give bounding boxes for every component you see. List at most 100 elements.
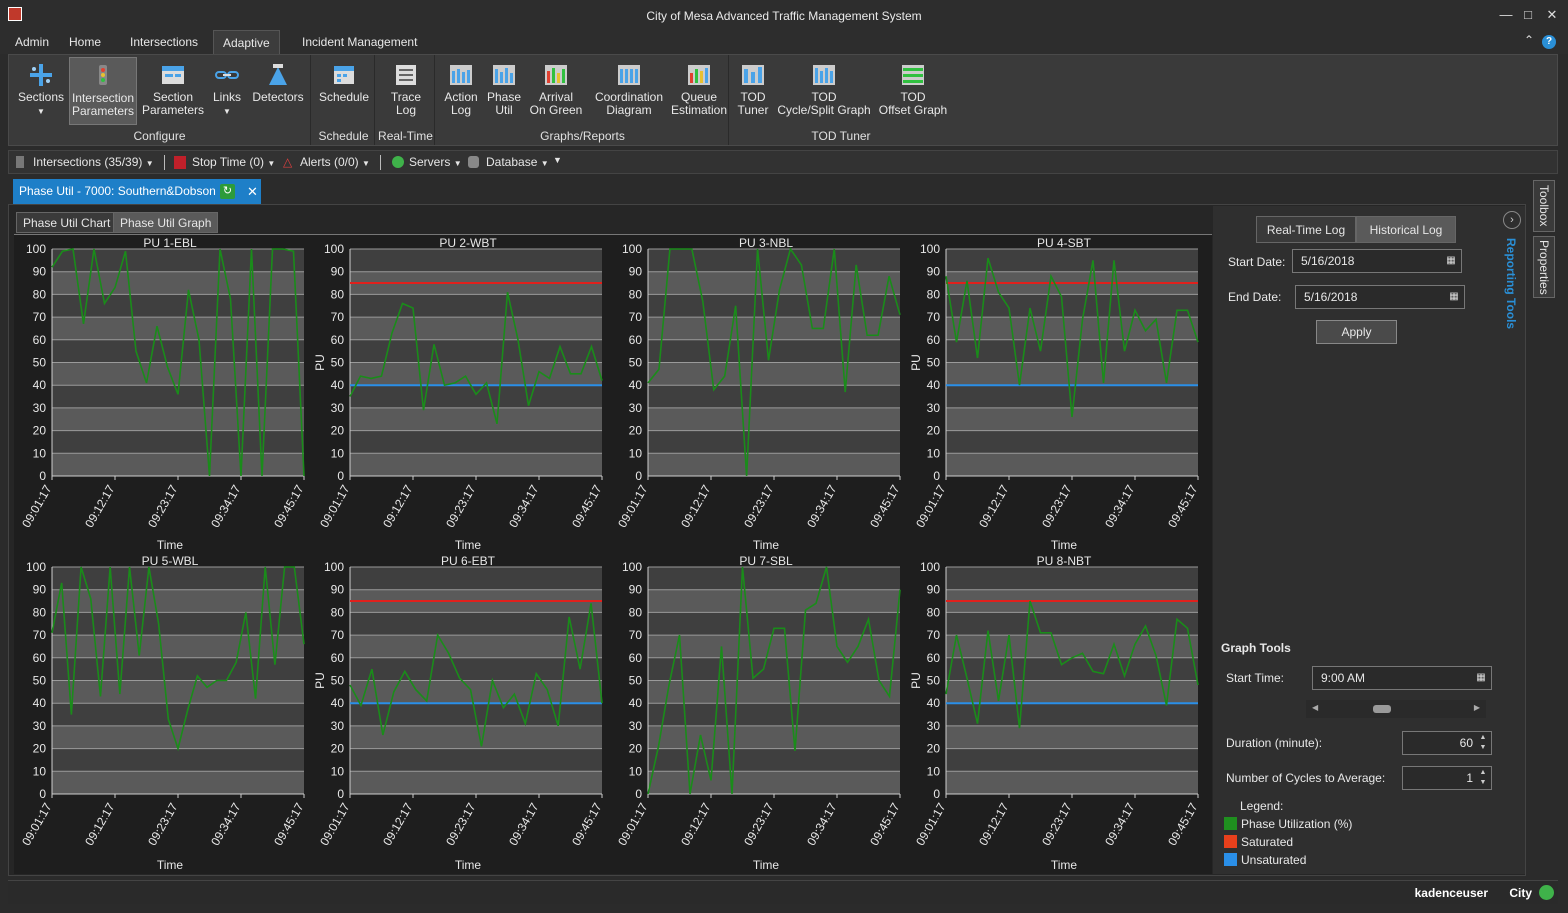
help-icon[interactable]: ?: [1542, 35, 1556, 49]
phase-util-button[interactable]: Phase Util: [485, 57, 523, 125]
stop-time-dropdown[interactable]: Stop Time (0) ▼: [192, 155, 276, 169]
cycles-label: Number of Cycles to Average:: [1226, 771, 1386, 785]
tod-offset-graph-button[interactable]: TOD Offset Graph: [877, 57, 949, 125]
plot-band: [350, 339, 602, 363]
y-tick-label: 60: [331, 651, 345, 665]
intersection-parameters-button[interactable]: Intersection Parameters: [69, 57, 137, 125]
tod-cycle-split-icon: [813, 65, 835, 85]
overflow-icon[interactable]: ▼: [553, 155, 562, 165]
realtime-log-button[interactable]: Real-Time Log: [1256, 216, 1356, 243]
end-date-value: 5/16/2018: [1304, 290, 1358, 304]
toolbox-tab[interactable]: Toolbox: [1533, 180, 1555, 232]
plot-band: [648, 407, 900, 431]
intersections-icon: [16, 156, 24, 168]
schedule-label: Schedule: [318, 90, 370, 104]
chart-title: PU 5-WBL: [142, 554, 199, 568]
utilization-series-line: [647, 566, 901, 795]
increment-icon[interactable]: ▲: [1479, 769, 1487, 776]
section-parameters-button[interactable]: Section Parameters: [141, 57, 205, 125]
properties-tab[interactable]: Properties: [1533, 236, 1555, 298]
plot-band: [946, 680, 1198, 704]
plot-band: [350, 771, 602, 794]
chart-title: PU 2-WBT: [439, 236, 497, 250]
y-tick-label: 0: [39, 787, 46, 801]
action-log-button[interactable]: Action Log: [439, 57, 483, 125]
decrement-icon[interactable]: ▼: [1479, 744, 1487, 751]
slider-left-icon[interactable]: ◀: [1312, 703, 1319, 712]
menu-tab-admin[interactable]: Admin: [15, 35, 50, 49]
sections-button[interactable]: Sections ▼: [13, 57, 69, 125]
x-tick-label: 09:45:17: [569, 800, 605, 848]
close-window-icon[interactable]: ✕: [1546, 7, 1558, 22]
maximize-icon[interactable]: □: [1524, 7, 1532, 22]
intersections-dropdown[interactable]: Intersections (35/39) ▼: [33, 155, 154, 169]
end-date-field[interactable]: 5/16/2018 ▦: [1295, 285, 1465, 309]
time-picker-icon[interactable]: ▦: [1476, 672, 1486, 683]
y-tick-label: 40: [331, 378, 345, 392]
servers-dropdown[interactable]: Servers ▼: [409, 155, 462, 169]
utilization-series-line: [349, 291, 603, 424]
x-tick-label: 09:34:17: [1102, 482, 1138, 530]
collapse-panel-icon[interactable]: ›: [1503, 211, 1521, 229]
x-tick-label: 09:12:17: [976, 482, 1012, 530]
graph-tools-heading: Graph Tools: [1221, 641, 1291, 655]
menu-tab-incident-management[interactable]: Incident Management: [302, 35, 418, 49]
ribbon-group-tod-tuner: TOD Tuner TOD Cycle/Split Graph TOD Offset …: [731, 55, 951, 145]
x-tick-label: 09:45:17: [569, 482, 605, 530]
slider-right-icon[interactable]: ▶: [1473, 703, 1480, 712]
apply-button[interactable]: Apply: [1316, 320, 1397, 344]
alerts-dropdown[interactable]: Alerts (0/0) ▼: [300, 155, 370, 169]
cycles-stepper[interactable]: 1 ▲ ▼: [1402, 766, 1492, 790]
menu-tab-intersections[interactable]: Intersections: [130, 35, 199, 49]
reporting-tools-tab[interactable]: Reporting Tools: [1504, 238, 1518, 330]
collapse-ribbon-icon[interactable]: ⌃: [1523, 33, 1534, 47]
menu-tab-home[interactable]: Home: [69, 35, 102, 49]
tod-tuner-button[interactable]: TOD Tuner: [733, 57, 773, 125]
arrival-on-green-button[interactable]: Arrival On Green: [525, 57, 587, 125]
y-tick-label: 0: [635, 469, 642, 483]
plot-band: [350, 612, 602, 636]
trace-log-button[interactable]: Trace Log: [379, 57, 433, 125]
menu-tab-adaptive[interactable]: Adaptive: [213, 30, 280, 54]
y-tick-label: 80: [927, 287, 941, 301]
start-time-field[interactable]: 9:00 AM ▦: [1312, 666, 1492, 690]
refresh-icon[interactable]: ↻: [220, 184, 235, 199]
links-button[interactable]: Links ▼: [207, 57, 247, 125]
y-tick-label: 40: [927, 378, 941, 392]
calendar-icon[interactable]: ▦: [1446, 255, 1456, 266]
plot-band: [946, 567, 1198, 590]
tod-cycle-split-graph-button[interactable]: TOD Cycle/Split Graph: [775, 57, 873, 125]
y-tick-label: 0: [337, 469, 344, 483]
document-tab-phase-util[interactable]: Phase Util - 7000: Southern&Dobson ↻ ✕: [13, 179, 261, 204]
chart-title: PU 7-SBL: [739, 554, 793, 568]
calendar-icon[interactable]: ▦: [1449, 291, 1459, 302]
y-tick-label: 60: [629, 651, 643, 665]
tab-phase-util-graph[interactable]: Phase Util Graph: [113, 212, 219, 233]
detectors-button[interactable]: Detectors: [249, 57, 307, 125]
slider-thumb[interactable]: [1373, 705, 1391, 713]
duration-stepper[interactable]: 60 ▲ ▼: [1402, 731, 1492, 755]
plot-band: [648, 453, 900, 476]
minimize-icon[interactable]: —: [1499, 7, 1513, 22]
queue-estimation-button[interactable]: Queue Estimation: [671, 57, 727, 125]
ribbon-group-graphs: Action Log Phase Util Arrival On Green Coor…: [437, 55, 729, 145]
y-tick-label: 70: [331, 310, 345, 324]
coordination-diagram-button[interactable]: Coordination Diagram: [589, 57, 669, 125]
tod-tuner-icon: [742, 65, 764, 85]
y-tick-label: 50: [927, 674, 941, 688]
schedule-button[interactable]: Schedule: [315, 57, 373, 125]
x-tick-label: 09:34:17: [804, 800, 840, 848]
plot-band: [946, 703, 1198, 726]
historical-log-button[interactable]: Historical Log: [1356, 216, 1456, 243]
x-tick-label: 09:45:17: [1165, 482, 1201, 530]
close-tab-icon[interactable]: ✕: [247, 184, 258, 199]
decrement-icon[interactable]: ▼: [1479, 779, 1487, 786]
start-date-field[interactable]: 5/16/2018 ▦: [1292, 249, 1462, 273]
tod-tuner-label-1: TOD: [740, 90, 766, 104]
plot-band: [52, 339, 304, 363]
start-time-slider[interactable]: ◀ ▶: [1306, 700, 1486, 718]
start-date-value: 5/16/2018: [1301, 254, 1355, 268]
tab-phase-util-chart[interactable]: Phase Util Chart: [16, 212, 118, 233]
database-dropdown[interactable]: Database ▼: [486, 155, 549, 169]
increment-icon[interactable]: ▲: [1479, 734, 1487, 741]
